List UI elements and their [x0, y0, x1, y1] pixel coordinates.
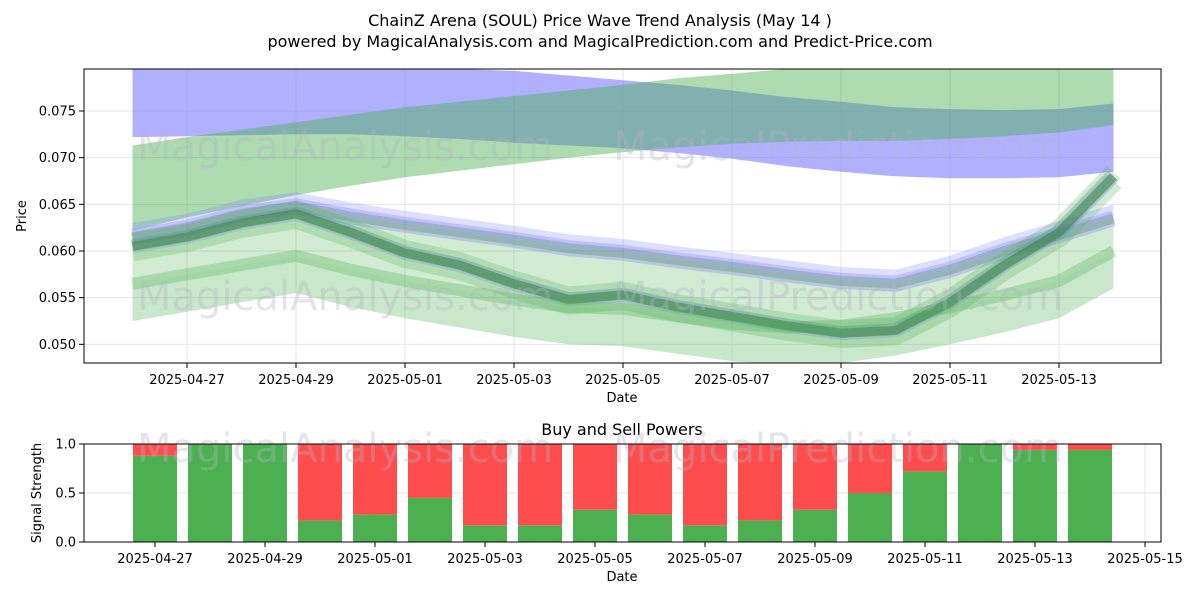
price-x-tick-label: 2025-05-05 [585, 373, 661, 388]
sell-bar [903, 444, 947, 472]
watermark-prediction-bottom: MagicalPrediction.com [613, 426, 1063, 472]
buy-bar [1013, 449, 1057, 542]
power-y-tick-label: 0.5 [55, 487, 76, 502]
sell-bar [573, 444, 617, 510]
price-chart-axes: 2025-04-27 2025-04-29 2025-05-01 2025-05-03… [39, 105, 1097, 389]
sell-bar [683, 444, 727, 526]
sell-bar [518, 444, 562, 526]
power-chart-title: Buy and Sell Powers [541, 420, 703, 439]
price-y-tick-label: 0.050 [39, 338, 76, 353]
power-x-tick-label: 2025-05-03 [447, 552, 523, 567]
buy-bar [793, 509, 837, 542]
upper-wave-core [131, 201, 1115, 289]
buy-bar [1068, 449, 1112, 542]
price-y-tick-label: 0.055 [39, 291, 76, 306]
sell-bar [1013, 444, 1057, 450]
upper-blue-wave-band [132, 192, 1114, 284]
power-x-tick-label: 2025-05-09 [777, 552, 853, 567]
upper-wave-stroke [131, 198, 1116, 292]
price-y-tick-label: 0.065 [39, 198, 76, 213]
green-wave-envelope [132, 206, 1114, 328]
power-chart-ylabel: Signal Strength [30, 443, 45, 543]
sell-bar [133, 444, 177, 456]
watermark-prediction-middle: MagicalPrediction.com [613, 274, 1063, 320]
sell-bar [738, 444, 782, 521]
buy-bar [463, 525, 507, 542]
chart-title-line1: ChainZ Arena (SOUL) Price Wave Trend Ana… [368, 11, 832, 30]
power-y-tick-label: 0.0 [55, 536, 76, 551]
power-chart-bars [133, 444, 1112, 542]
buy-bar [188, 444, 232, 542]
sell-bar [353, 444, 397, 515]
price-x-tick-label: 2025-05-11 [912, 373, 988, 388]
price-y-tick-label: 0.075 [39, 105, 76, 120]
price-x-tick-label: 2025-05-09 [803, 373, 879, 388]
buy-bar [133, 455, 177, 542]
buy-bar [243, 444, 287, 542]
price-x-tick-label: 2025-05-07 [694, 373, 770, 388]
buy-bar [518, 525, 562, 542]
power-x-tick-label: 2025-05-07 [667, 552, 743, 567]
sell-bar [463, 444, 507, 526]
sell-bar [793, 444, 837, 510]
power-x-tick-label: 2025-05-01 [337, 552, 413, 567]
buy-bar [958, 444, 1002, 542]
green-trend-band [132, 69, 1114, 231]
buy-bar [848, 493, 892, 542]
watermark-analysis-bottom: MagicalAnalysis.com [137, 426, 553, 472]
price-chart-frame [83, 68, 1162, 364]
power-x-tick-label: 2025-05-15 [1107, 552, 1183, 567]
buy-bar [573, 509, 617, 542]
price-x-tick-label: 2025-04-27 [149, 373, 225, 388]
buy-bar [408, 497, 452, 542]
power-chart-frame [83, 443, 1162, 543]
power-chart: Buy and Sell Powers MagicalAnalysis.com … [30, 420, 1183, 585]
price-chart-bands [130, 69, 1122, 363]
chart-title-line2: powered by MagicalAnalysis.com and Magic… [267, 32, 932, 51]
power-chart-xlabel: Date [606, 570, 637, 585]
price-x-tick-label: 2025-04-29 [258, 373, 334, 388]
sell-bar [1068, 444, 1112, 450]
lower-wave-stroke [131, 245, 1117, 334]
power-chart-axes: 2025-04-27 2025-04-29 2025-05-01 2025-05-03… [55, 438, 1182, 568]
price-x-tick-label: 2025-05-01 [367, 373, 443, 388]
buy-bar [738, 520, 782, 542]
blue-trend-band [132, 69, 1114, 179]
power-x-tick-label: 2025-04-27 [117, 552, 193, 567]
power-x-tick-label: 2025-05-05 [557, 552, 633, 567]
watermark-analysis-middle: MagicalAnalysis.com [137, 274, 553, 320]
price-y-tick-label: 0.070 [39, 151, 76, 166]
power-x-tick-label: 2025-04-29 [227, 552, 303, 567]
sell-bar [848, 444, 892, 493]
power-x-tick-label: 2025-05-13 [997, 552, 1073, 567]
sell-bar [408, 444, 452, 498]
sell-bar [298, 444, 342, 521]
price-chart-ylabel: Price [15, 200, 30, 232]
buy-bar [628, 514, 672, 542]
price-wave-core [131, 173, 1117, 338]
buy-bar [298, 520, 342, 542]
price-y-tick-label: 0.060 [39, 245, 76, 260]
buy-bar [353, 514, 397, 542]
price-bands-clip [130, 69, 1122, 363]
sell-bar [628, 444, 672, 515]
power-x-tick-label: 2025-05-11 [887, 552, 963, 567]
buy-bar [683, 525, 727, 542]
power-y-tick-label: 1.0 [55, 438, 76, 453]
price-chart: MagicalAnalysis.com MagicalPrediction.co… [15, 68, 1162, 406]
price-chart-xlabel: Date [606, 391, 637, 406]
price-x-tick-label: 2025-05-03 [476, 373, 552, 388]
watermark-prediction-top: MagicalPrediction.com [613, 124, 1063, 170]
price-x-tick-label: 2025-05-13 [1021, 373, 1097, 388]
buy-bar [903, 471, 947, 542]
watermark-analysis-top: MagicalAnalysis.com [137, 124, 553, 170]
